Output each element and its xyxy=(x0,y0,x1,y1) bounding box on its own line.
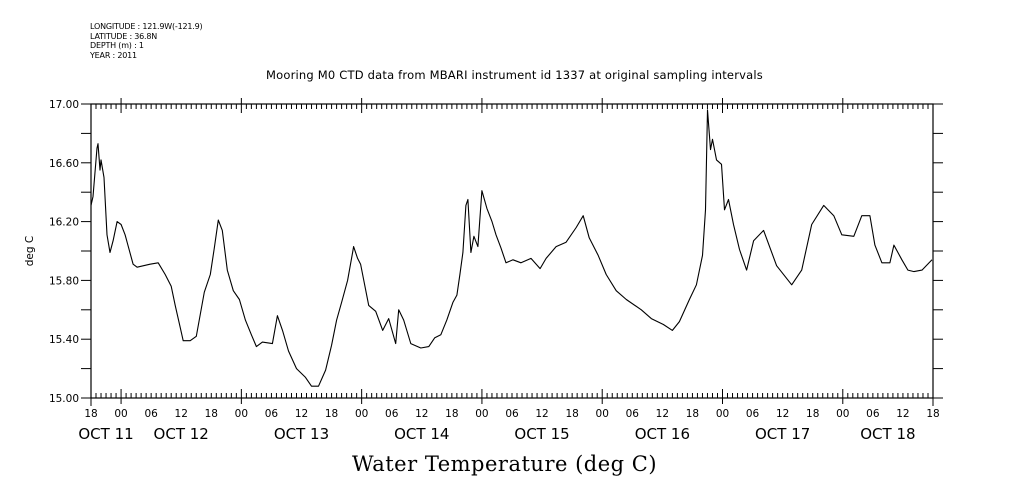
x-hour-label: 18 xyxy=(445,408,458,420)
x-hour-label: 12 xyxy=(535,408,548,420)
x-day-label: OCT 11 xyxy=(78,425,133,443)
y-axis-label: deg C xyxy=(24,236,36,266)
x-hour-label: 06 xyxy=(626,408,640,420)
x-hour-label: 18 xyxy=(686,408,699,420)
y-tick-label: 15.00 xyxy=(49,393,79,405)
meta-depth: DEPTH (m) : 1 xyxy=(90,41,144,50)
x-hour-label: 18 xyxy=(806,408,819,420)
x-hour-label: 18 xyxy=(325,408,338,420)
plot-axes xyxy=(90,103,934,399)
series-layer xyxy=(90,109,933,387)
x-hour-label: 12 xyxy=(656,408,669,420)
x-axis-ticks: 18 00 06 12 18 00 06 12 18 00 06 12 18 00 06 12 18 00 06 12… xyxy=(78,98,943,443)
plot-frame xyxy=(90,103,934,399)
series-line-water-temperature xyxy=(90,109,933,387)
x-hour-label: 12 xyxy=(295,408,308,420)
x-hour-label: 00 xyxy=(596,408,609,420)
x-hour-label: 06 xyxy=(746,408,760,420)
x-day-label: OCT 15 xyxy=(514,425,569,443)
x-hour-label: 06 xyxy=(385,408,399,420)
chart-caption: Water Temperature (deg C) xyxy=(351,452,658,476)
x-hour-label: 18 xyxy=(84,408,97,420)
x-hour-label: 12 xyxy=(175,408,188,420)
x-hour-label: 00 xyxy=(716,408,729,420)
x-hour-label: 00 xyxy=(836,408,849,420)
x-hour-label: 18 xyxy=(205,408,218,420)
meta-longitude: LONGITUDE : 121.9W(-121.9) xyxy=(90,22,203,31)
meta-year: YEAR : 2011 xyxy=(90,50,137,60)
x-hour-label: 18 xyxy=(565,408,578,420)
x-hour-label: 00 xyxy=(114,408,127,420)
x-hour-label: 18 xyxy=(926,408,939,420)
y-tick-label: 15.40 xyxy=(49,334,79,346)
x-day-label: OCT 16 xyxy=(635,425,690,443)
x-hour-label: 12 xyxy=(896,408,909,420)
x-hour-label: 12 xyxy=(415,408,428,420)
x-hour-label: 00 xyxy=(235,408,248,420)
x-hour-label: 00 xyxy=(355,408,368,420)
y-tick-label: 15.80 xyxy=(49,275,79,287)
x-day-label: OCT 12 xyxy=(154,425,209,443)
y-tick-label: 17.00 xyxy=(49,99,79,111)
y-tick-label: 16.60 xyxy=(49,158,79,170)
metadata-block: LONGITUDE : 121.9W(-121.9) LATITUDE : 36… xyxy=(90,22,203,60)
x-hour-label: 06 xyxy=(144,408,158,420)
x-hour-label: 06 xyxy=(505,408,519,420)
x-hour-label: 06 xyxy=(265,408,279,420)
meta-latitude: LATITUDE : 36.8N xyxy=(90,31,158,41)
x-hour-label: 00 xyxy=(475,408,488,420)
x-day-label: OCT 18 xyxy=(860,425,915,443)
x-day-label: OCT 17 xyxy=(755,425,810,443)
x-hour-label: 12 xyxy=(776,408,789,420)
x-hour-label: 06 xyxy=(866,408,880,420)
y-tick-label: 16.20 xyxy=(49,217,79,229)
chart-title: Mooring M0 CTD data from MBARI instrumen… xyxy=(266,68,763,82)
y-axis-ticks: 15.00 15.40 15.80 16.20 16.60 17.00 xyxy=(49,99,943,405)
x-day-label: OCT 14 xyxy=(394,425,449,443)
x-day-label: OCT 13 xyxy=(274,425,329,443)
